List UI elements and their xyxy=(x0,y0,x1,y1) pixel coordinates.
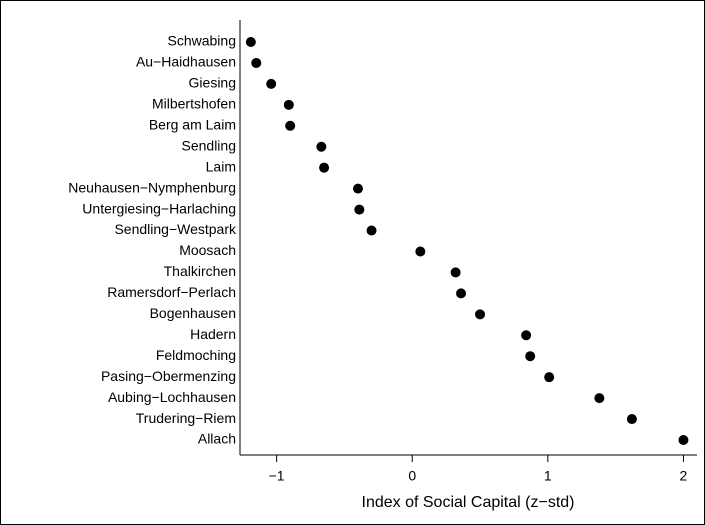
dot xyxy=(285,120,296,131)
y-tick-label: Pasing−Obermenzing xyxy=(101,368,236,384)
dot xyxy=(283,99,294,110)
y-tick-label: Neuhausen−Nymphenburg xyxy=(68,179,236,195)
x-tick-label: 1 xyxy=(544,468,552,484)
y-tick-label: Laim xyxy=(206,158,236,174)
y-tick-label: Milbertshofen xyxy=(152,96,236,112)
x-tick-label: −1 xyxy=(269,468,285,484)
x-tick-label: 2 xyxy=(680,468,688,484)
y-tick-label: Sendling−Westpark xyxy=(114,221,237,237)
y-tick-label: Trudering−Riem xyxy=(136,410,236,426)
dot xyxy=(521,330,532,341)
dot xyxy=(415,246,426,257)
dot xyxy=(245,37,256,47)
dot xyxy=(456,288,467,299)
y-tick-label: Allach xyxy=(198,431,236,447)
dot xyxy=(319,162,330,173)
y-tick-label: Giesing xyxy=(189,75,236,91)
dot xyxy=(626,414,637,425)
dot xyxy=(594,393,605,404)
dot xyxy=(450,267,461,278)
x-tick-label: 0 xyxy=(408,468,416,484)
y-tick-label: Au−Haidhausen xyxy=(136,54,236,70)
y-tick-label: Sendling xyxy=(182,137,237,153)
dot xyxy=(525,351,536,362)
dot xyxy=(354,204,365,215)
dot xyxy=(316,141,327,152)
dot xyxy=(678,435,689,445)
dot xyxy=(475,309,486,320)
y-tick-label: Bogenhausen xyxy=(150,305,236,321)
y-tick-label: Berg am Laim xyxy=(149,116,236,132)
y-tick-label: Hadern xyxy=(190,326,236,342)
dot xyxy=(366,225,377,236)
y-tick-label: Aubing−Lochhausen xyxy=(108,389,236,405)
y-tick-label: Ramersdorf−Perlach xyxy=(107,284,236,300)
dot xyxy=(544,372,555,383)
y-tick-label: Thalkirchen xyxy=(164,263,236,279)
dot xyxy=(251,57,262,68)
dot xyxy=(352,183,363,194)
y-tick-label: Feldmoching xyxy=(156,347,236,363)
dot xyxy=(266,78,277,89)
y-tick-label: Untergiesing−Harlaching xyxy=(82,200,236,216)
x-axis-label: Index of Social Capital (z−std) xyxy=(362,494,575,511)
y-tick-label: Moosach xyxy=(179,242,236,258)
y-tick-label: Schwabing xyxy=(168,33,237,49)
